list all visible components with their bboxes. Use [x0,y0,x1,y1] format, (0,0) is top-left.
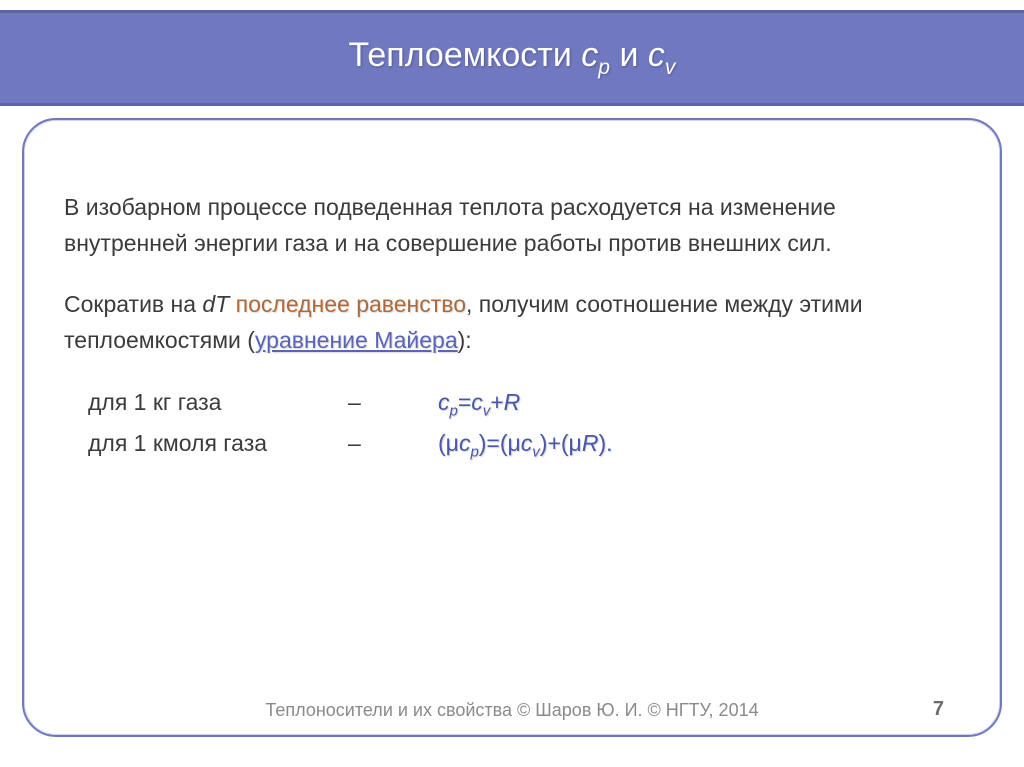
eq2-s2: v [532,444,539,461]
title-sub2: v [665,56,676,79]
eq1-lhs-c: c [438,389,450,415]
paragraph-1: В изобарном процессе подведенная теплота… [64,190,960,261]
p2-t1: Сократив на [64,291,202,317]
eq2-cl3: ). [598,430,612,456]
equation-row-2: для 1 кмоля газа – (μcp)=(μcv)+(μR). [88,426,960,464]
eq2-o3: ( [561,430,569,456]
eq1-eq: = [458,389,471,415]
eq1-lhs-sub: p [450,402,458,419]
eq2-mu1: μ [446,430,459,456]
link-last-equality[interactable]: последнее равенство [236,291,466,317]
page-number: 7 [933,698,944,721]
paragraph-2: Сократив на dT последнее равенство, полу… [64,287,960,358]
eq2-mu2: μ [508,430,521,456]
slide-title: Теплоемкости cp и cv [349,36,676,80]
p2-dT: dT [202,291,229,317]
title-mid: и [610,36,648,74]
eq1-label: для 1 кг газа [88,385,348,421]
eq2-eq: = [486,430,499,456]
equation-row-1: для 1 кг газа – cp=cv+R [88,385,960,423]
content-body: В изобарном процессе подведенная теплота… [64,190,960,468]
eq2-label: для 1 кмоля газа [88,426,348,462]
eq2-o2: ( [500,430,508,456]
eq2-c2: c [521,430,533,456]
eq1-dash: – [348,385,438,421]
link-mayer-equation[interactable]: уравнение Майера [255,327,458,353]
eq2-c1: c [459,430,471,456]
equation-table: для 1 кг газа – cp=cv+R для 1 кмоля газа… [88,385,960,465]
title-c1: c [581,36,598,74]
eq2-s1: p [470,444,478,461]
eq1-r1-c: c [471,389,483,415]
title-c2: c [648,36,665,74]
eq2-R: R [582,430,599,456]
title-prefix: Теплоемкости [349,36,582,74]
title-sub1: p [598,56,610,79]
eq1-formula: cp=cv+R [438,385,520,423]
eq2-o1: ( [438,430,446,456]
eq2-plus: + [547,430,560,456]
eq1-R: R [504,389,521,415]
header-bar: Теплоемкости cp и cv [0,10,1024,106]
footer-text: Теплоносители и их свойства © Шаров Ю. И… [0,700,1024,721]
eq2-formula: (μcp)=(μcv)+(μR). [438,426,613,464]
eq1-plus: + [490,389,503,415]
eq2-dash: – [348,426,438,462]
eq2-mu3: μ [569,430,582,456]
p2-t4: ): [458,327,472,353]
